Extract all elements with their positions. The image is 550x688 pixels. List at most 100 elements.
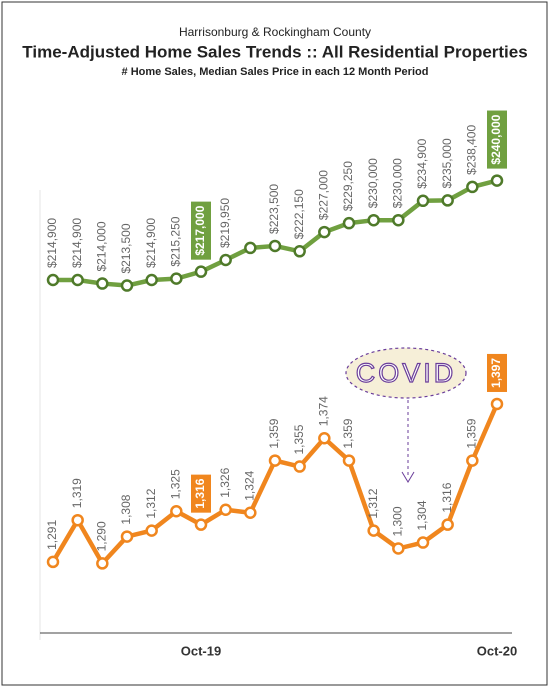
data-label: 1,300	[391, 506, 405, 536]
data-label-group: $234,900	[415, 138, 429, 188]
point	[96, 277, 109, 290]
covid-annotation: COVID	[345, 347, 467, 483]
data-label: 1,324	[243, 470, 257, 500]
data-label: 1,291	[45, 520, 59, 550]
data-label-group: 1,359	[267, 418, 281, 448]
point	[145, 273, 158, 287]
point	[441, 194, 454, 207]
subtitle: # Home Sales, Median Sales Price in each…	[122, 66, 429, 78]
point	[244, 506, 257, 519]
point	[268, 454, 282, 467]
point	[96, 557, 109, 570]
data-label: $214,900	[45, 218, 59, 268]
data-label-group: 1,312	[366, 488, 380, 518]
data-label-group: 1,326	[218, 467, 232, 497]
point	[293, 245, 306, 258]
data-label: 1,359	[465, 418, 479, 448]
data-label-group: 1,291	[45, 520, 59, 550]
point	[416, 536, 430, 549]
data-label: $223,500	[267, 184, 281, 234]
data-label: 1,359	[267, 418, 281, 448]
data-label-group: $227,000	[317, 170, 331, 220]
data-label: $214,900	[144, 218, 158, 268]
data-label-group: $214,900	[70, 218, 84, 268]
data-label: $222,150	[292, 189, 306, 239]
data-label-group: 1,312	[144, 488, 158, 518]
data-label-group: $219,950	[218, 198, 232, 248]
supertitle: Harrisonburg & Rockingham County	[179, 25, 371, 39]
data-label-group: $240,000	[487, 110, 507, 169]
data-label: 1,319	[70, 478, 84, 508]
data-label: $219,950	[218, 198, 232, 248]
point	[416, 194, 430, 208]
data-label: 1,359	[341, 418, 355, 448]
data-label: $227,000	[317, 170, 331, 220]
data-label-group: 1,304	[415, 500, 429, 530]
data-label-group: 1,374	[317, 396, 331, 426]
data-label-group: 1,290	[95, 521, 109, 551]
x-tick-label: Oct-19	[181, 643, 221, 658]
data-label: 1,374	[317, 396, 331, 426]
data-label: 1,312	[366, 488, 380, 518]
chart-title: Time-Adjusted Home Sales Trends :: All R…	[22, 42, 527, 61]
data-label: $215,250	[169, 216, 183, 266]
point	[71, 513, 84, 527]
point	[194, 265, 208, 278]
point	[219, 503, 232, 517]
data-label-group: 1,355	[292, 424, 306, 454]
point	[71, 273, 84, 287]
data-label: 1,290	[95, 521, 109, 551]
point	[490, 174, 504, 187]
data-label: $229,250	[341, 161, 355, 211]
data-label: $238,400	[465, 125, 479, 175]
data-label: $234,900	[415, 138, 429, 188]
data-label-group: 1,324	[243, 470, 257, 500]
x-tick-label: Oct-20	[477, 643, 517, 658]
data-label-group: $214,900	[45, 218, 59, 268]
point	[145, 524, 158, 537]
point	[46, 273, 60, 287]
data-label-box	[487, 353, 507, 392]
data-label-group: $235,000	[440, 138, 454, 188]
point	[170, 272, 183, 285]
data-label: $214,900	[70, 218, 84, 268]
data-label-group: 1,308	[119, 494, 133, 524]
data-label-group: $213,500	[119, 223, 133, 273]
data-label: $213,500	[119, 223, 133, 273]
data-label: 1,355	[292, 424, 306, 454]
point	[342, 454, 356, 467]
point	[268, 239, 282, 253]
data-label: 1,316	[193, 478, 207, 508]
point	[441, 518, 454, 531]
data-label: 1,397	[489, 358, 503, 388]
data-label-box	[191, 201, 211, 260]
data-label: 1,325	[169, 469, 183, 499]
point	[466, 454, 479, 467]
point	[367, 524, 380, 537]
point	[490, 397, 504, 411]
data-label-group: 1,300	[391, 506, 405, 536]
data-label: 1,326	[218, 467, 232, 497]
point	[194, 518, 208, 531]
data-label: 1,312	[144, 488, 158, 518]
data-label: $230,000	[391, 158, 405, 208]
point	[367, 213, 380, 227]
point	[120, 279, 134, 292]
data-label: $230,000	[366, 158, 380, 208]
point	[46, 555, 60, 569]
data-label: $214,000	[95, 221, 109, 271]
data-label-group: $217,000	[191, 201, 211, 260]
point	[392, 213, 405, 227]
annotation-bubble	[345, 347, 467, 399]
point	[318, 225, 331, 239]
point	[244, 241, 257, 255]
point	[120, 530, 134, 543]
point	[466, 180, 479, 194]
data-label-group: $214,000	[95, 221, 109, 271]
data-label: $235,000	[440, 138, 454, 188]
point	[219, 253, 232, 267]
data-label-group: $222,150	[292, 189, 306, 239]
data-label-group: 1,359	[341, 418, 355, 448]
data-label-box	[487, 110, 507, 169]
